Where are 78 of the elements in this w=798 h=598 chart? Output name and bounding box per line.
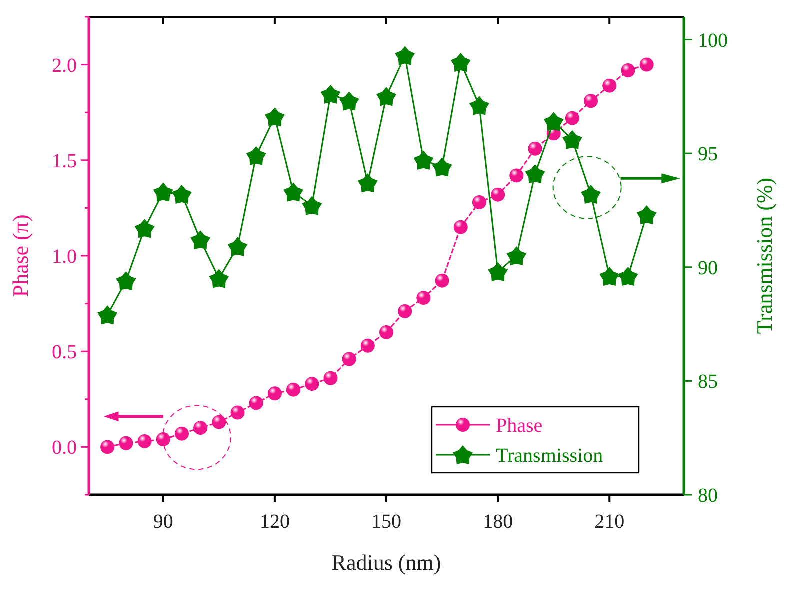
point	[320, 84, 341, 104]
x-tick-label: 150	[372, 511, 402, 533]
point	[249, 396, 264, 410]
point	[358, 174, 378, 193]
point	[246, 146, 266, 166]
point	[469, 96, 490, 116]
x-tick-label: 210	[594, 511, 625, 533]
point	[119, 436, 134, 450]
point	[618, 266, 638, 286]
point	[100, 440, 115, 454]
x-axis-title: Radius (nm)	[332, 550, 442, 575]
y-tick-label: 1.0	[52, 246, 77, 268]
point	[435, 274, 450, 288]
point	[138, 434, 152, 448]
point	[528, 142, 542, 156]
point	[190, 230, 211, 250]
point	[414, 150, 434, 170]
y2-tick-label: 80	[698, 485, 718, 507]
point	[636, 206, 657, 225]
y-tick-label: 0.0	[52, 437, 77, 460]
point	[506, 246, 527, 266]
y2-tick-label: 85	[698, 371, 718, 394]
point	[525, 164, 546, 184]
point	[488, 262, 508, 282]
x-tick-label: 120	[260, 511, 290, 533]
point	[544, 112, 564, 132]
point	[584, 94, 598, 108]
point	[324, 371, 338, 386]
point	[621, 64, 636, 78]
point	[360, 338, 375, 353]
x-tick-label: 180	[483, 511, 514, 533]
point	[134, 219, 155, 238]
point	[600, 266, 620, 286]
legend-label: Transmission	[496, 445, 604, 467]
point	[450, 53, 471, 72]
point	[395, 46, 416, 66]
point	[98, 306, 118, 325]
point	[376, 87, 396, 106]
y-tick-label: 0.5	[52, 342, 77, 364]
point	[194, 421, 208, 436]
y-tick-label: 1.5	[52, 150, 77, 172]
point	[153, 182, 174, 202]
y2-tick-label: 90	[698, 257, 718, 280]
legend-label: Phase	[496, 415, 543, 437]
point	[305, 377, 320, 392]
point	[228, 237, 248, 256]
point	[286, 382, 301, 397]
point	[230, 406, 245, 420]
point	[172, 185, 192, 204]
point	[565, 111, 580, 126]
point	[264, 108, 285, 127]
point	[491, 188, 506, 202]
point	[454, 220, 468, 234]
point	[562, 130, 582, 150]
point	[342, 352, 356, 366]
point	[602, 78, 617, 93]
point	[116, 272, 136, 291]
point	[380, 325, 394, 340]
x-tick-label: 90	[153, 511, 174, 533]
y-tick-label: 2.0	[52, 54, 77, 77]
point	[640, 58, 654, 72]
y2-tick-label: 95	[698, 144, 718, 166]
point	[510, 168, 524, 183]
point	[398, 304, 412, 318]
point	[174, 426, 189, 441]
point	[416, 291, 431, 306]
y2-tick-label: 100	[698, 30, 728, 52]
point	[472, 195, 486, 210]
point	[156, 432, 170, 447]
point	[339, 92, 360, 111]
point	[268, 386, 282, 401]
y2-axis-title: Transmission (%)	[752, 178, 777, 334]
point	[432, 158, 452, 177]
y-axis-title: Phase (π)	[8, 214, 33, 298]
point	[302, 196, 322, 216]
point	[209, 269, 230, 288]
point	[284, 182, 304, 202]
point	[212, 415, 226, 430]
